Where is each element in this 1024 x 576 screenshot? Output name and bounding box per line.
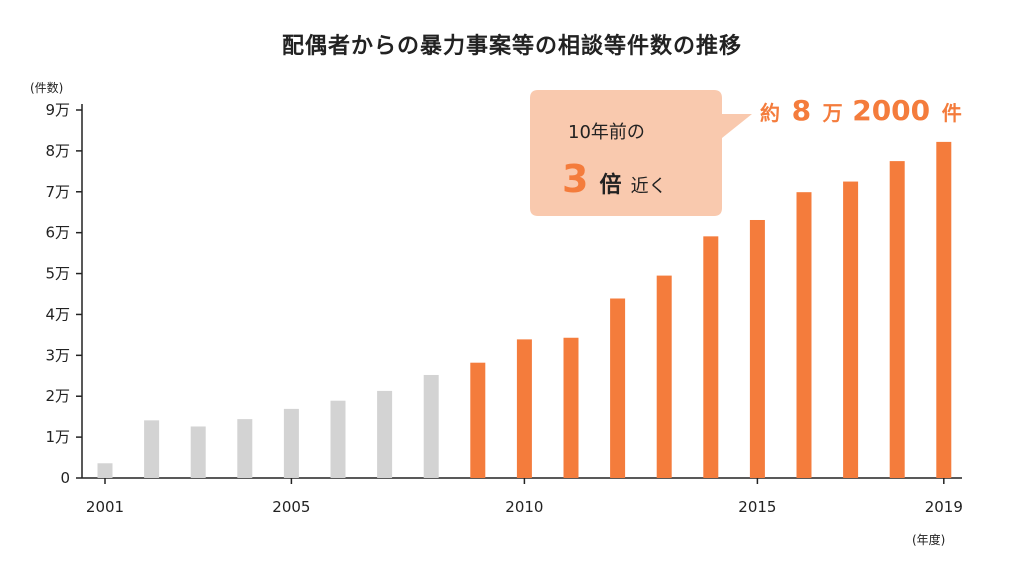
y-tick-label: 9万 [45, 101, 70, 119]
bubble-big-number: 3 [562, 157, 588, 201]
bubble-multiplier: 3 倍 近く [562, 157, 667, 201]
callout-number: 2000 [852, 94, 930, 127]
bubble-line1: 10年前の [568, 122, 645, 143]
y-tick-label: 5万 [45, 265, 70, 283]
bubble-nearly: 近く [631, 176, 667, 197]
y-tick-label: 8万 [45, 142, 70, 160]
chart-title: 配偶者からの暴力事案等の相談等件数の推移 [281, 34, 742, 59]
bar-2007 [377, 390, 393, 478]
bar-2008 [423, 374, 439, 478]
bar-2015 [749, 219, 765, 479]
x-tick-label: 2010 [505, 498, 543, 516]
callout-prefix: 約 [760, 101, 780, 125]
bar-2005 [283, 408, 299, 478]
bar-2013 [656, 275, 672, 478]
annotation-bubble: 10年前の 3 倍 近く [530, 90, 752, 216]
x-tick-label: 2001 [86, 498, 124, 516]
y-tick-label: 0 [60, 469, 70, 487]
bar-2012 [610, 298, 626, 478]
y-tick-label: 2万 [45, 387, 70, 405]
bar-2016 [796, 192, 812, 479]
bubble-times: 倍 [600, 172, 622, 198]
y-tick-label: 1万 [45, 428, 70, 446]
x-tick-label: 2019 [925, 498, 963, 516]
callout-suffix: 件 [942, 101, 962, 125]
callout-man: 万 [822, 101, 843, 125]
bar-2010 [516, 339, 532, 478]
bar-2018 [889, 161, 905, 478]
y-tick-label: 7万 [45, 183, 70, 201]
bar-2006 [330, 400, 346, 478]
bar-2004 [237, 419, 253, 478]
bar-2003 [190, 426, 206, 478]
bubble-shape [530, 90, 752, 216]
y-tick-label: 6万 [45, 224, 70, 242]
bar-2002 [144, 420, 160, 478]
y-tick-label: 4万 [45, 305, 70, 323]
bar-2009 [470, 362, 486, 478]
bar-2019 [936, 141, 952, 479]
x-tick-label: 2005 [272, 498, 310, 516]
y-tick-label: 3万 [45, 346, 70, 364]
bars [97, 141, 952, 479]
bar-2011 [563, 337, 579, 478]
bar-2001 [97, 463, 113, 478]
callout-total: 約 8 万 2000 件 [760, 94, 962, 127]
y-axis-unit-label: (件数) [30, 80, 63, 95]
bar-2017 [843, 181, 859, 479]
x-axis-unit-label: (年度) [912, 532, 945, 547]
callout-digit: 8 [792, 94, 811, 127]
bar-2014 [703, 236, 719, 478]
x-tick-label: 2015 [738, 498, 776, 516]
